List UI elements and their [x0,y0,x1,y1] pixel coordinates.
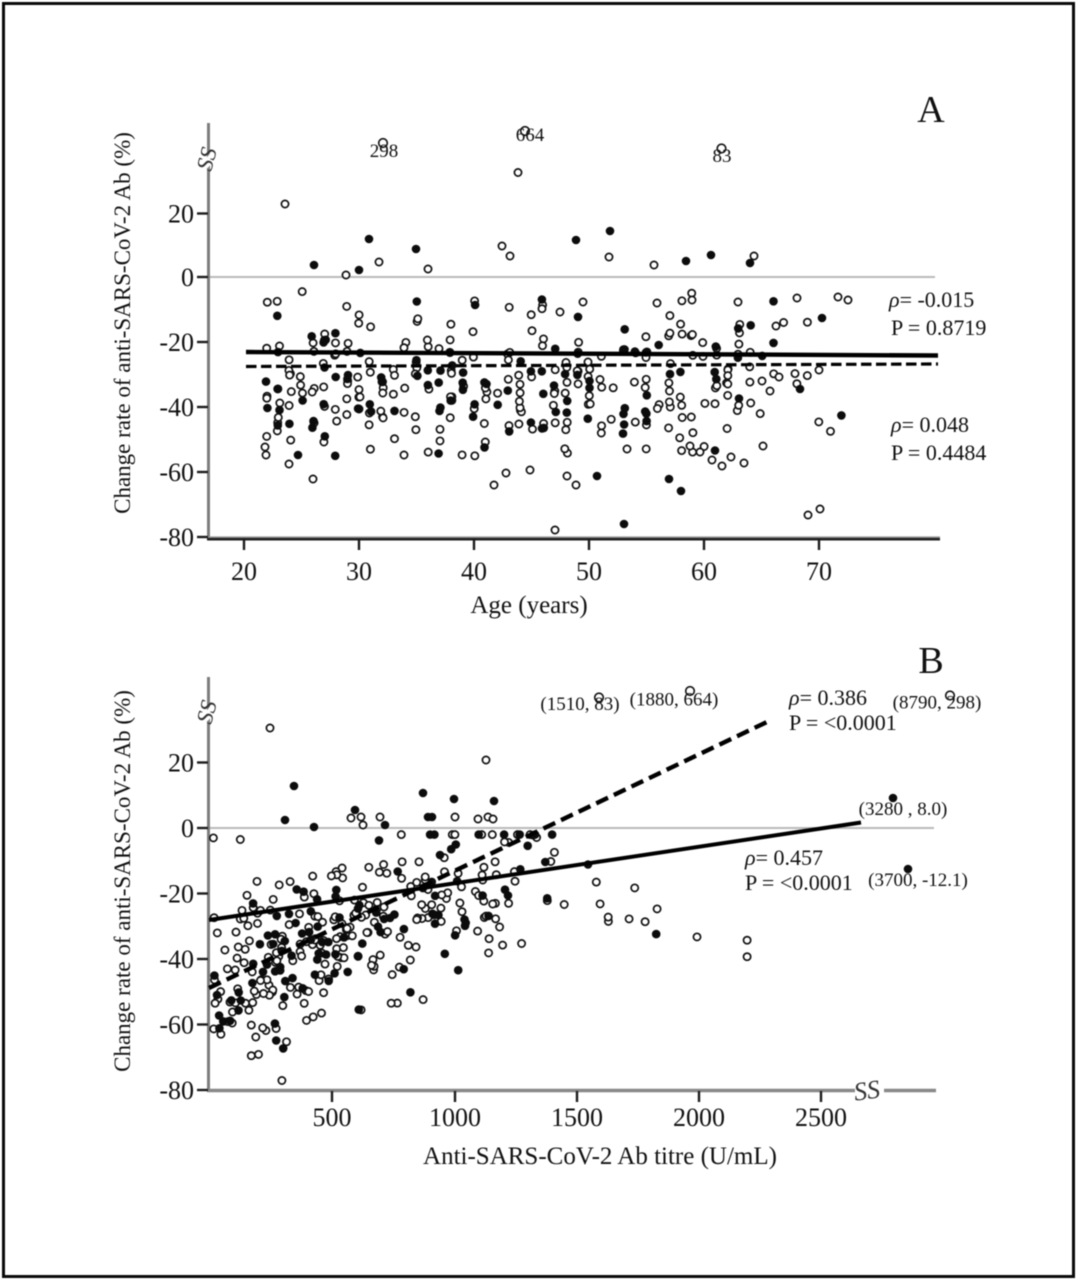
svg-text:B: B [918,640,943,682]
svg-text:ρ= 0.386: ρ= 0.386 [788,685,867,710]
svg-text:2000: 2000 [673,1103,725,1132]
svg-text:(8790, 298): (8790, 298) [893,693,982,714]
svg-text:20: 20 [231,557,257,586]
svg-text:P = <0.0001: P = <0.0001 [789,710,897,735]
svg-text:Change rate of anti-SARS-CoV-: Change rate of anti-SARS-CoV-2 Ab (%) [110,690,135,1072]
svg-text:-60: -60 [159,1010,194,1039]
svg-text:1000: 1000 [429,1103,481,1132]
svg-text:Change rate of anti-SARS-CoV-2: Change rate of anti-SARS-CoV-2 Ab (%) [110,132,135,514]
svg-text:1500: 1500 [551,1103,603,1132]
svg-text:20: 20 [168,199,194,228]
svg-text:P = 0.4484: P = 0.4484 [891,440,986,465]
svg-text:Age (years): Age (years) [470,592,587,619]
svg-text:-80: -80 [159,523,194,552]
svg-text:P = <0.0001: P = <0.0001 [745,870,853,895]
svg-text:Anti-SARS-CoV-2 Ab titre (U/mL: Anti-SARS-CoV-2 Ab titre (U/mL) [423,1143,777,1170]
svg-text:ρ= 0.048: ρ= 0.048 [890,412,969,437]
svg-text:2500: 2500 [795,1103,847,1132]
svg-text:-20: -20 [159,328,194,357]
svg-text:0: 0 [181,814,194,843]
svg-text:-80: -80 [159,1076,194,1105]
svg-text:-20: -20 [159,879,194,908]
svg-text:60: 60 [691,557,717,586]
svg-text:(3700, -12.1): (3700, -12.1) [868,870,968,891]
svg-text:50: 50 [576,557,602,586]
svg-text:-40: -40 [159,393,194,422]
svg-text:P = 0.8719: P = 0.8719 [891,315,986,340]
svg-text:83: 83 [713,146,732,167]
svg-text:298: 298 [370,141,399,162]
svg-text:70: 70 [806,557,832,586]
svg-text:664: 664 [516,125,545,146]
svg-text:SS: SS [852,1074,882,1106]
svg-text:20: 20 [168,748,194,777]
svg-text:40: 40 [461,557,487,586]
svg-text:(1880, 664): (1880, 664) [630,690,719,711]
svg-text:(3280 , 8.0): (3280 , 8.0) [859,799,948,820]
svg-text:ρ= -0.015: ρ= -0.015 [888,287,974,312]
svg-text:500: 500 [313,1103,352,1132]
svg-text:(1510, 83): (1510, 83) [540,694,619,715]
svg-text:-60: -60 [159,458,194,487]
svg-text:0: 0 [181,263,194,292]
svg-text:30: 30 [346,557,372,586]
svg-text:ρ= 0.457: ρ= 0.457 [744,845,823,870]
svg-text:A: A [917,89,945,131]
svg-text:-40: -40 [159,945,194,974]
